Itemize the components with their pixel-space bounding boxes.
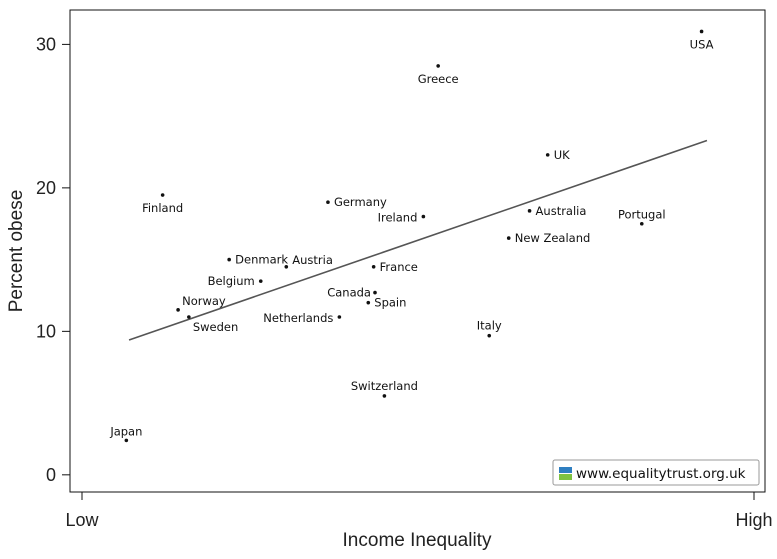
- point-label: Japan: [109, 424, 142, 438]
- logo-icon-green: [559, 474, 572, 480]
- equality-trust-watermark: www.equalitytrust.org.uk: [552, 459, 760, 486]
- logo-icon-blue: [559, 467, 572, 473]
- axes-group: 0 10 20 30 Low High: [36, 34, 773, 530]
- data-point: [366, 300, 371, 305]
- point-label: Norway: [182, 294, 226, 308]
- point-label: Netherlands: [263, 311, 333, 325]
- data-point: [124, 438, 129, 443]
- point-label: Belgium: [208, 274, 255, 288]
- y-axis-title: Percent obese: [6, 190, 27, 313]
- x-tick-label: Low: [65, 510, 99, 530]
- data-point: [326, 200, 330, 205]
- y-tick-label: 0: [46, 465, 56, 485]
- data-point: [284, 264, 289, 269]
- data-point: [639, 221, 644, 226]
- point-label: France: [380, 260, 418, 274]
- data-point: [371, 264, 376, 269]
- y-tick-label: 30: [36, 34, 56, 54]
- point-label: Italy: [477, 319, 502, 333]
- x-tick-label: High: [735, 510, 772, 530]
- point-label: Austria: [292, 253, 333, 267]
- point-label: Sweden: [193, 320, 238, 334]
- point-label: Denmark: [235, 253, 288, 267]
- point-label: Portugal: [618, 208, 666, 222]
- trend-line: [128, 139, 708, 341]
- data-point: [160, 193, 165, 197]
- y-tick-label: 20: [36, 178, 56, 198]
- data-point: [699, 29, 704, 34]
- data-point: [373, 290, 377, 295]
- data-point: [545, 153, 550, 157]
- data-point: [258, 279, 263, 283]
- point-label: Greece: [418, 72, 459, 86]
- data-point: [487, 333, 492, 338]
- data-point: [187, 315, 191, 319]
- plot-frame: [69, 9, 766, 493]
- data-point: [527, 209, 532, 213]
- watermark-box: [552, 459, 760, 486]
- point-label: Spain: [374, 296, 406, 310]
- marks-group: USA Greece UK Finland Germany Ireland Australi…: [109, 29, 714, 443]
- point-label: Germany: [334, 195, 387, 209]
- point-label: Canada: [327, 286, 371, 300]
- y-tick-label: 10: [36, 321, 56, 341]
- data-point: [421, 214, 426, 219]
- point-label: Australia: [536, 204, 587, 218]
- data-point: [382, 394, 387, 398]
- point-label: UK: [554, 148, 570, 162]
- watermark-text: www.equalitytrust.org.uk: [576, 466, 746, 482]
- point-label: Finland: [142, 201, 183, 215]
- data-point: [506, 236, 511, 240]
- point-label: Switzerland: [351, 379, 418, 393]
- data-point: [176, 308, 180, 312]
- data-point: [337, 315, 342, 319]
- data-point: [436, 64, 440, 68]
- point-label: USA: [690, 37, 714, 51]
- point-label: New Zealand: [515, 231, 591, 245]
- x-axis-title: Income Inequality: [343, 530, 492, 551]
- data-point: [227, 257, 231, 262]
- point-label: Ireland: [378, 211, 418, 225]
